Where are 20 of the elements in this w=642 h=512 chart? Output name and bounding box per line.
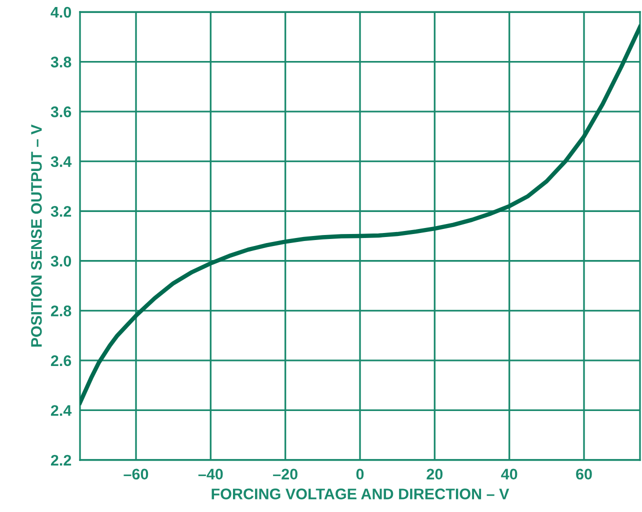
x-tick-label: 60: [576, 468, 592, 480]
y-tick-label: 2.6: [50, 355, 72, 366]
y-tick-label: 3.6: [50, 106, 72, 118]
y-tick-label: 3.0: [50, 256, 72, 267]
x-tick-label: –60: [124, 468, 148, 480]
x-axis-title: FORCING VOLTAGE AND DIRECTION – V: [212, 488, 510, 500]
y-tick-label: 3.4: [50, 156, 72, 168]
y-tick-label: 3.2: [50, 206, 72, 217]
y-tick-label: 2.4: [50, 405, 72, 416]
x-tick-label: –40: [198, 468, 223, 480]
line-series: [80, 24, 640, 405]
y-tick-label: 4.0: [50, 6, 72, 18]
y-tick-label: 3.8: [50, 56, 72, 68]
y-axis-title: POSITION SENSE OUTPUT – V: [31, 124, 42, 347]
x-tick-label: –20: [273, 468, 298, 480]
x-tick-label: 0: [356, 468, 364, 480]
x-tick-label: 40: [501, 468, 518, 480]
y-tick-label: 2.8: [50, 306, 72, 316]
x-tick-label: 20: [426, 468, 443, 480]
y-tick-label: 2.2: [50, 454, 72, 466]
